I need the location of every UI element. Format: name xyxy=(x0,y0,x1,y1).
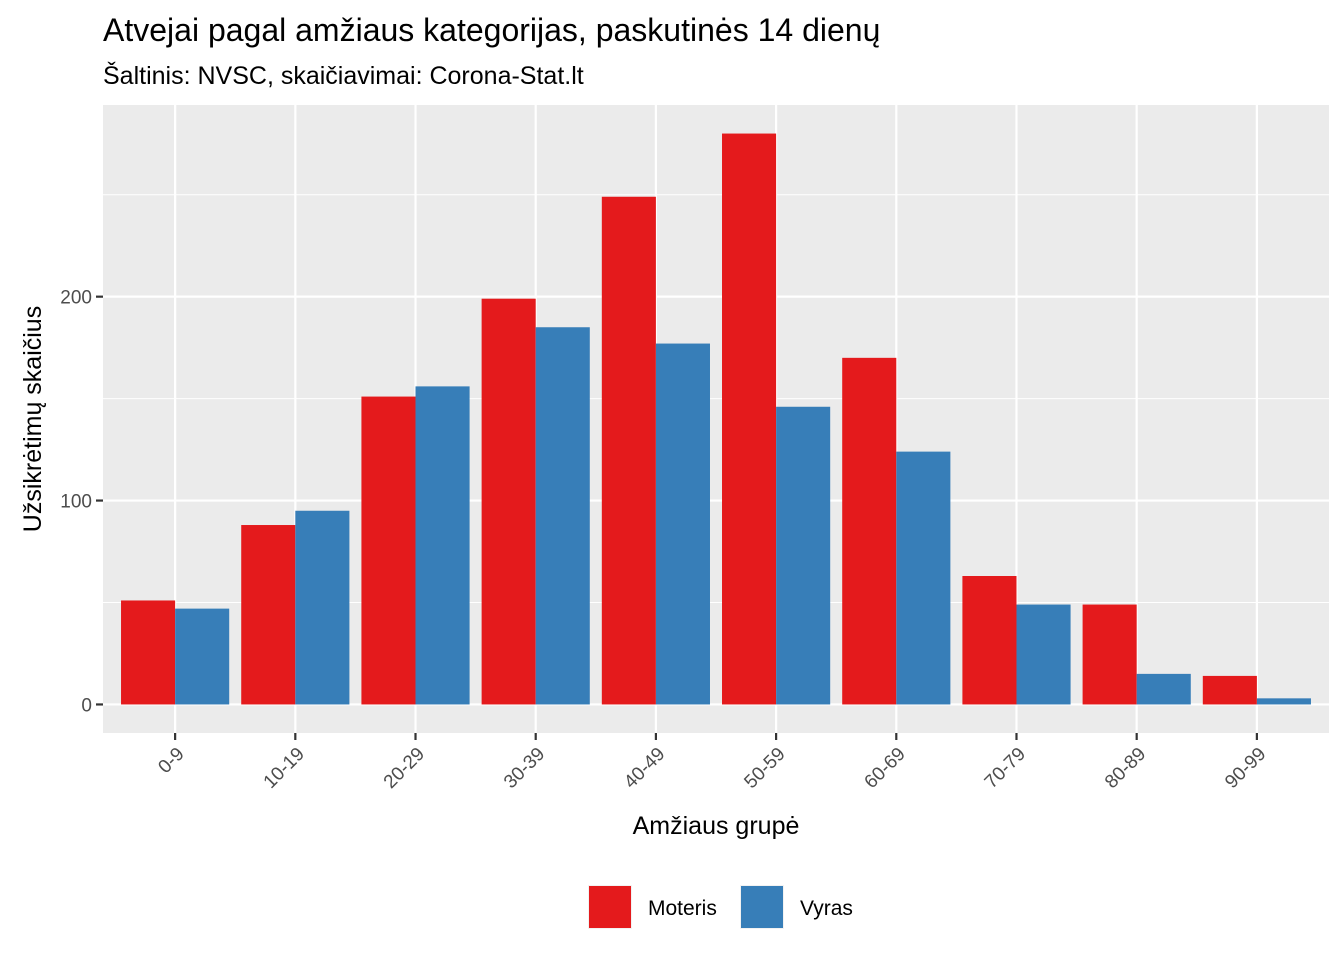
bar xyxy=(175,608,230,705)
bar xyxy=(776,406,831,705)
x-tick-label: 0-9 xyxy=(154,744,188,778)
x-tick-label: 30-39 xyxy=(500,744,549,793)
bar xyxy=(1202,675,1257,705)
legend-label: Moteris xyxy=(648,897,717,920)
x-tick-label: 80-89 xyxy=(1101,744,1150,793)
bar xyxy=(722,133,777,705)
bar xyxy=(121,600,176,705)
bar xyxy=(1016,604,1071,705)
legend-swatch xyxy=(589,886,631,928)
x-axis-title: Amžiaus grupė xyxy=(633,812,800,840)
legend-label: Vyras xyxy=(800,897,853,920)
bar xyxy=(241,525,296,705)
bar xyxy=(601,196,656,705)
bar xyxy=(415,386,470,705)
chart-subtitle: Šaltinis: NVSC, skaičiavimai: Corona-Sta… xyxy=(103,61,584,90)
bar xyxy=(1082,604,1137,705)
y-tick-label: 0 xyxy=(81,695,92,716)
bar xyxy=(295,510,350,705)
bar xyxy=(655,343,710,705)
x-tick-label: 60-69 xyxy=(861,744,910,793)
x-tick-label: 50-59 xyxy=(740,744,789,793)
bar xyxy=(481,298,536,705)
legend-swatch xyxy=(741,886,783,928)
y-axis-title: Užsikrėtimų skaičius xyxy=(19,306,47,532)
x-axis: 0-9 10-19 20-29 30-39 40-49 50-59 60-69 70-79 80… xyxy=(154,733,1270,793)
y-tick-label: 200 xyxy=(60,288,92,309)
x-tick-label: 90-99 xyxy=(1221,744,1270,793)
bar xyxy=(842,357,897,705)
bar xyxy=(962,576,1017,705)
y-tick-label: 100 xyxy=(60,492,92,513)
bar xyxy=(896,451,951,705)
legend: Moteris Vyras xyxy=(588,885,853,929)
y-axis: 0 100 200 xyxy=(60,288,103,716)
chart-title: Atvejai pagal amžiaus kategorijas, pasku… xyxy=(103,12,880,48)
bar xyxy=(535,327,590,705)
x-tick-label: 40-49 xyxy=(620,744,669,793)
bar xyxy=(1136,673,1191,705)
bars xyxy=(121,133,1311,705)
x-tick-label: 70-79 xyxy=(981,744,1030,793)
x-tick-label: 20-29 xyxy=(380,744,429,793)
bar xyxy=(361,396,416,705)
bar xyxy=(1256,698,1311,705)
x-tick-label: 10-19 xyxy=(260,744,309,793)
